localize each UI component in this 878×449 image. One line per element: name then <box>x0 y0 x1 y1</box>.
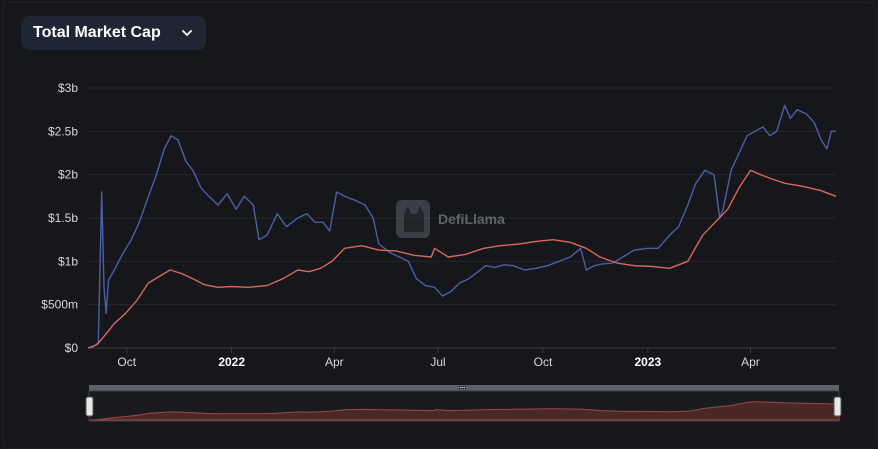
chevron-down-icon <box>180 26 194 40</box>
drag-handle-icon[interactable] <box>459 386 466 389</box>
overview-left-handle[interactable] <box>85 396 94 417</box>
metric-selector-label: Total Market Cap <box>33 24 161 41</box>
overview-right-handle[interactable] <box>833 396 842 417</box>
metric-selector-dropdown[interactable]: Total Market Cap <box>21 16 206 50</box>
overview-area <box>88 401 840 421</box>
